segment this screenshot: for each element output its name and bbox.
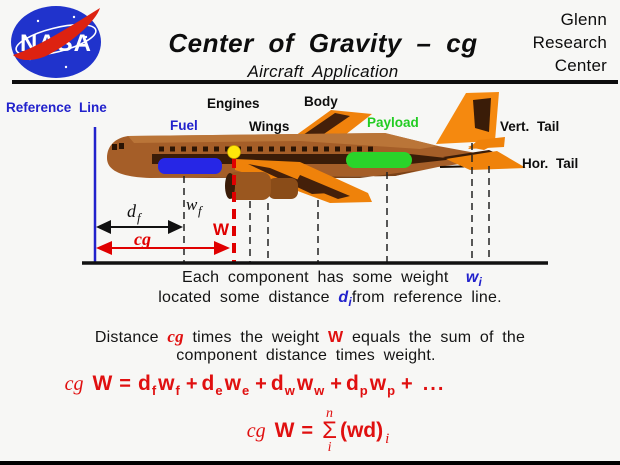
org-line-1: Glenn bbox=[560, 10, 607, 29]
wf-label-base: w bbox=[186, 195, 198, 214]
body-text-line-1: Each component has some weight wi bbox=[44, 269, 620, 289]
engine-pod-rear bbox=[268, 178, 298, 199]
line1-text: Each component has some weight bbox=[181, 269, 449, 286]
vertical-tail-stripe bbox=[473, 98, 491, 132]
line2-text: located some distance bbox=[158, 289, 330, 306]
engine-pod bbox=[227, 172, 271, 200]
org-line-2: Research bbox=[532, 33, 607, 52]
nasa-logo-orbit bbox=[15, 23, 97, 57]
page-subtitle: Aircraft Application bbox=[247, 62, 399, 81]
engines-label: Engines bbox=[207, 96, 260, 111]
vert-tail-label: Vert. Tail bbox=[500, 119, 559, 134]
payload-block bbox=[346, 152, 412, 168]
org-name: Glenn Research Center bbox=[533, 8, 607, 77]
horizontal-tail bbox=[446, 151, 526, 170]
body-text-line-3: Distance cg times the weight W equals th… bbox=[94, 327, 526, 346]
body-text-line-4: component distance times weight. bbox=[176, 347, 436, 364]
df-arrowhead-right bbox=[168, 220, 183, 234]
header-rule bbox=[12, 80, 618, 84]
cg-inline: cg bbox=[167, 327, 184, 346]
line2-text-post: from reference line. bbox=[351, 289, 502, 306]
distance-variable: di bbox=[338, 289, 352, 309]
weight-label: W bbox=[213, 220, 230, 239]
hor-tail-label: Hor. Tail bbox=[522, 156, 578, 171]
org-line-3: Center bbox=[554, 56, 607, 75]
tail-fairing bbox=[468, 137, 505, 149]
weight-variable: wi bbox=[465, 269, 483, 289]
page-title: Center of Gravity – cg bbox=[168, 28, 478, 58]
reference-line-label: Reference Line bbox=[6, 100, 107, 115]
aircraft-diagram: Reference Line Fuel Engines Wings Body P… bbox=[6, 92, 578, 265]
cg-arrowhead-right bbox=[214, 241, 230, 255]
df-label-sub: f bbox=[137, 210, 143, 225]
bottom-border bbox=[0, 461, 620, 465]
cockpit-window bbox=[112, 144, 117, 150]
payload-label: Payload bbox=[367, 115, 419, 130]
weight-inline: W bbox=[327, 329, 344, 346]
eq2-cg: cg bbox=[246, 420, 266, 443]
cockpit-window bbox=[119, 143, 124, 149]
cg-arrowhead-left bbox=[96, 241, 112, 255]
wf-label-sub: f bbox=[198, 203, 204, 218]
df-arrowhead-left bbox=[96, 220, 111, 234]
nasa-logo: NASA bbox=[11, 6, 101, 78]
fuel-label: Fuel bbox=[170, 118, 198, 133]
body-text-line-2: located some distance difrom reference l… bbox=[40, 289, 620, 309]
df-label-base: d bbox=[127, 201, 137, 221]
fuel-tank bbox=[158, 158, 222, 174]
sigma-symbol: Σ bbox=[322, 417, 337, 444]
equation-1: cg W = dfwf + dewe + dwww + dpwp +... bbox=[64, 372, 446, 398]
body-label: Body bbox=[304, 94, 338, 109]
near-wing-stripe bbox=[296, 175, 350, 199]
far-wing-stripe bbox=[303, 113, 350, 138]
cg-label: cg bbox=[134, 229, 151, 249]
cg-dot bbox=[227, 145, 241, 159]
eq1-cg: cg bbox=[64, 373, 84, 395]
wings-label: Wings bbox=[249, 119, 289, 134]
nasa-logo-swoosh bbox=[13, 8, 100, 61]
fuselage-highlight bbox=[128, 133, 438, 149]
title-block: Center of Gravity – cg Aircraft Applicat… bbox=[118, 28, 528, 82]
